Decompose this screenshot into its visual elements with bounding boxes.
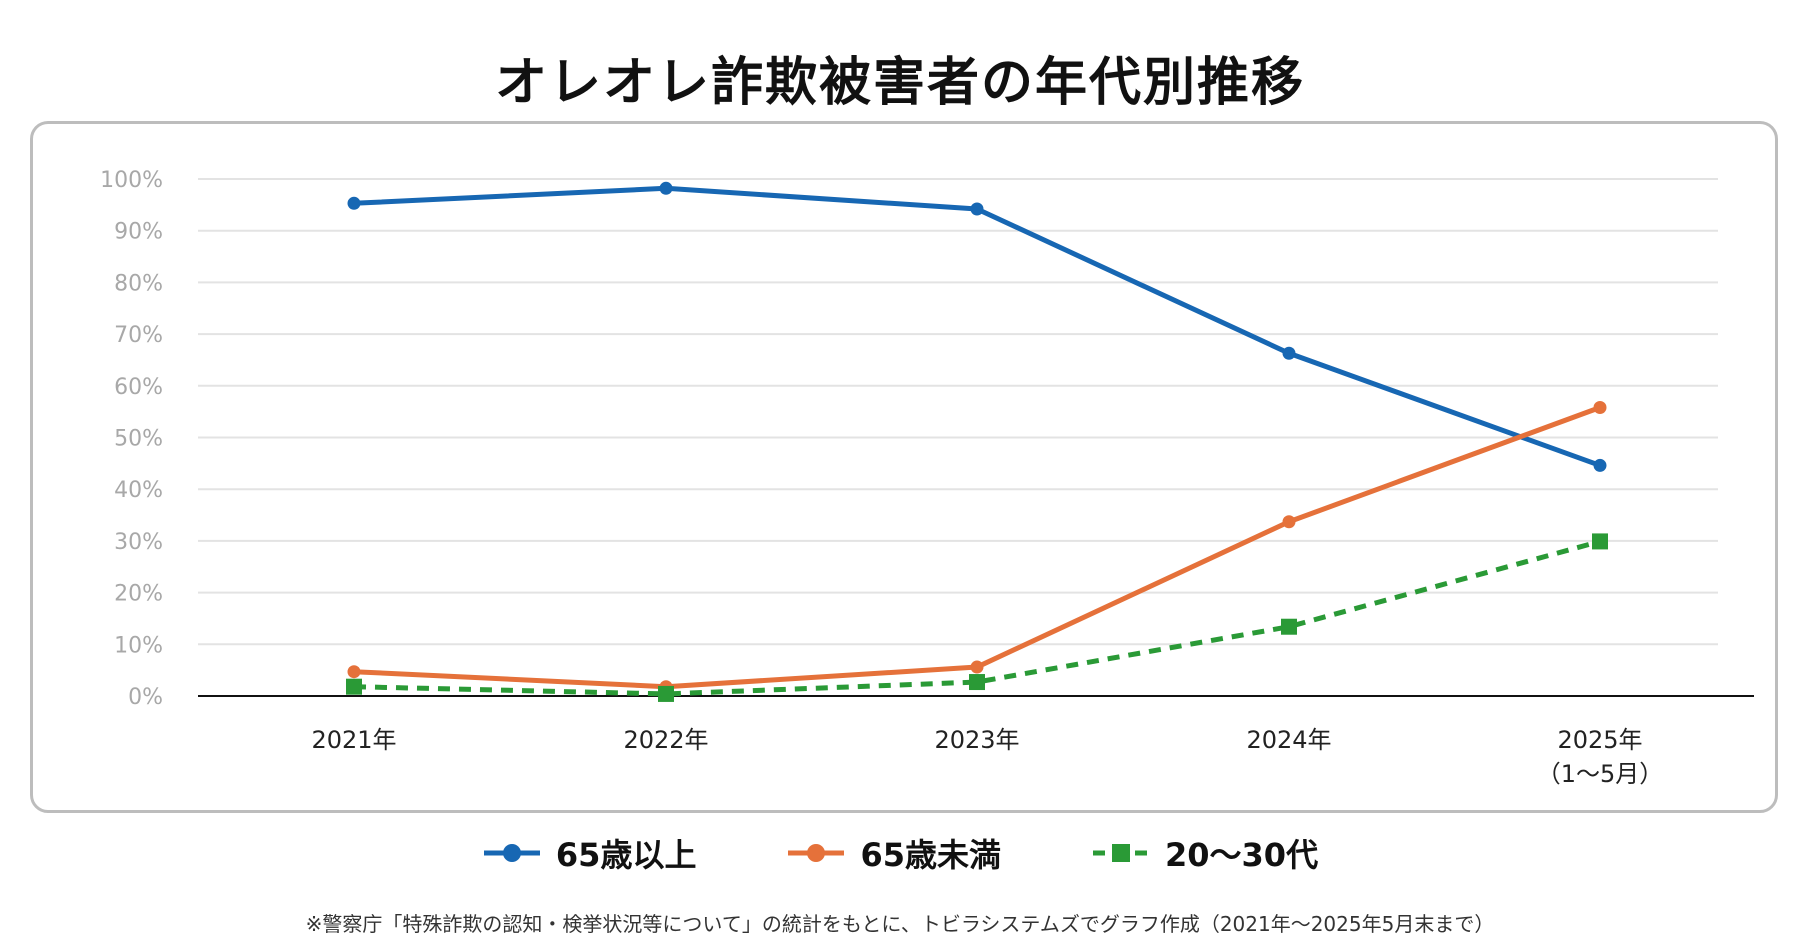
x-tick-label: 2021年: [311, 726, 396, 754]
chart-frame: [30, 121, 1778, 813]
y-tick-label: 80%: [114, 271, 163, 296]
data-point: [970, 202, 984, 216]
data-point: [1593, 458, 1607, 472]
data-point: [347, 196, 361, 210]
legend-label: 20〜30代: [1165, 836, 1319, 874]
legend-marker-icon: [788, 844, 845, 862]
legend: 65歳以上 65歳未満 20〜30代: [0, 830, 1800, 876]
chart-title: オレオレ詐欺被害者の年代別推移: [494, 53, 1305, 113]
x-tick-label: （1〜5月）: [1537, 760, 1664, 788]
y-tick-label: 60%: [114, 375, 163, 400]
x-tick-label: 2024年: [1246, 726, 1331, 754]
legend-item: 65歳以上: [482, 830, 697, 876]
data-point: [1282, 515, 1296, 529]
data-point: [1593, 401, 1607, 415]
y-tick-label: 90%: [114, 220, 163, 245]
y-tick-label: 10%: [114, 633, 163, 658]
x-tick-label: 2025年: [1557, 726, 1642, 754]
data-point: [659, 181, 673, 195]
y-tick-label: 40%: [114, 478, 163, 503]
y-tick-label: 30%: [114, 530, 163, 555]
footnote: ※警察庁「特殊詐欺の認知・検挙状況等について」の統計をもとに、トビラシステムズで…: [305, 912, 1495, 936]
data-point: [346, 678, 362, 695]
legend-marker-icon: [483, 844, 540, 862]
legend-label: 65歳以上: [555, 836, 697, 874]
data-point: [1592, 533, 1608, 550]
data-point: [1281, 618, 1297, 635]
y-tick-label: 70%: [114, 323, 163, 348]
y-tick-label: 0%: [128, 685, 163, 710]
data-point: [347, 665, 361, 679]
data-point: [658, 685, 674, 702]
y-tick-label: 50%: [114, 427, 163, 452]
data-point: [969, 674, 985, 691]
x-tick-label: 2023年: [934, 726, 1019, 754]
x-tick-label: 2022年: [623, 726, 708, 754]
data-point: [970, 660, 984, 674]
legend-label: 65歳未満: [860, 836, 1001, 874]
legend-item: 65歳未満: [786, 830, 1001, 876]
legend-item: 20〜30代: [1091, 830, 1318, 876]
y-tick-label: 20%: [114, 582, 163, 607]
legend-marker-icon: [1093, 844, 1149, 862]
data-point: [1282, 346, 1296, 360]
y-tick-label: 100%: [100, 168, 163, 193]
